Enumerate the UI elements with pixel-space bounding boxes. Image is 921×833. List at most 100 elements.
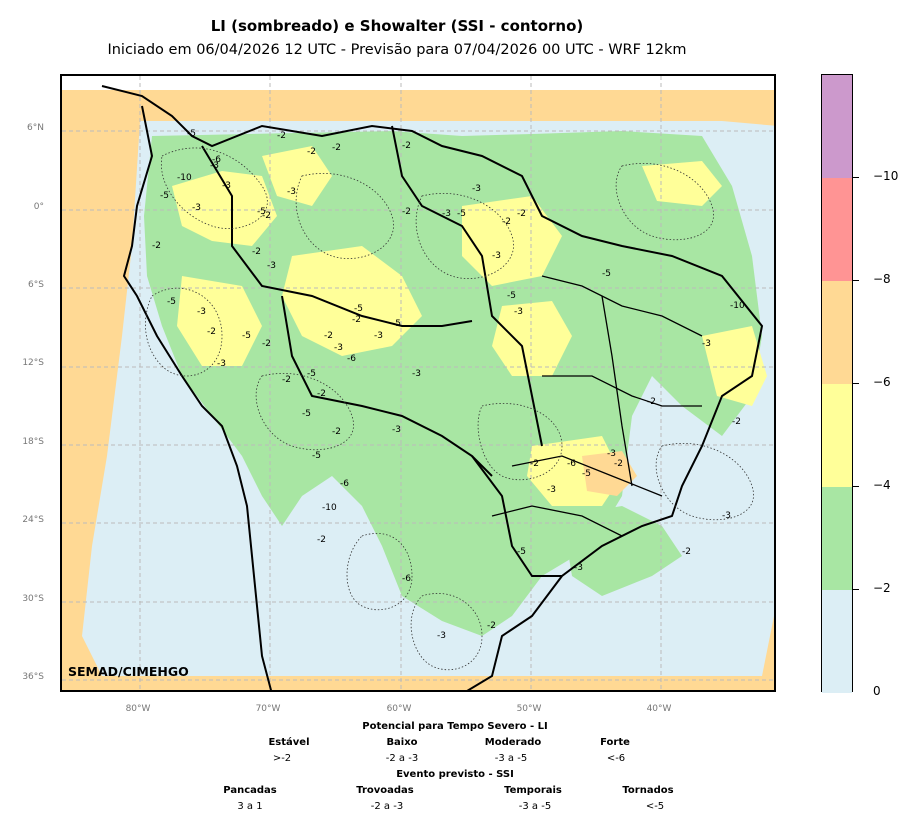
contour-label: -3 [574,563,583,573]
contour-label: -5 [160,191,169,201]
li-yellow-region-4 [177,276,262,366]
colorbar-label: −8 [873,272,891,286]
li-green-region-2 [562,506,682,596]
contour-label: -3 [392,425,401,435]
contour-label: -2 [530,459,539,469]
contour-label: -2 [614,459,623,469]
contour-label: -2 [502,217,511,227]
ssi-category-name: Tornados [622,785,674,796]
lon-label: 40°W [646,704,672,714]
contour-label: -6 [212,155,221,165]
colorbar-label: −6 [873,375,891,389]
li-category-range: <-6 [606,753,626,764]
contour-label: -3 [267,261,276,271]
contour-label: -5 [392,319,401,329]
contour-label: -3 [607,449,616,459]
colorbar-label: −2 [873,581,891,595]
ssi-legend-title: Evento previsto - SSI [396,769,514,780]
credit-label: SEMAD/CIMEHGO [68,664,189,679]
colorbar [821,74,853,693]
ssi-contours [145,147,754,671]
contour-label: -5 [307,369,316,379]
contour-label: -2 [732,417,741,427]
ssi-category-range: 3 a 1 [237,801,263,812]
contour-label: -3 [514,307,523,317]
contour-label: -5 [242,331,251,341]
contour-label: -2 [282,375,291,385]
contour-label: -2 [262,211,271,221]
contour-label: -2 [152,241,161,251]
lat-label: 0° [33,202,44,212]
contour-label: -3 [442,209,451,219]
lon-label: 50°W [516,704,542,714]
contour-label: -3 [210,161,219,171]
contour-label: -5 [167,297,176,307]
lat-label: 12°S [22,358,44,368]
contour-label: -2 [317,535,326,545]
contour-label: -3 [472,184,481,194]
contour-label: -5 [257,207,266,217]
li-category-name: Forte [600,737,630,748]
colorbar-segment [822,75,852,178]
contour-label: -2 [277,131,286,141]
contour-label: -5 [582,469,591,479]
contour-label: -2 [307,147,316,157]
ssi-category-name: Temporais [504,785,562,796]
colorbar-segment [822,384,852,487]
contour-label: -2 [262,339,271,349]
li-category-name: Estável [268,737,310,748]
contour-label: -5 [312,451,321,461]
ssi-category-name: Pancadas [223,785,277,796]
li-yellow-region-5 [462,196,562,286]
contour-label: -3 [412,369,421,379]
map-title: LI (sombreado) e Showalter (SSI - contor… [210,17,584,35]
li-yellow-region-3 [282,246,422,356]
contour-label: -10 [177,173,192,183]
li-yellow-region-6 [492,301,572,376]
map-panel[interactable]: -5 -2 -3 -10 -6 -2 -3 -5 -2 -3 -2 -2 -3 … [60,74,776,692]
contour-label: -3 [334,343,343,353]
contour-label: -2 [647,397,656,407]
contour-label: -5 [602,269,611,279]
contour-label: -2 [317,389,326,399]
contour-label: -5 [517,547,526,557]
ssi-category-range: -3 a -5 [518,801,552,812]
contour-label: -3 [722,511,731,521]
ssi-category-name: Trovoadas [356,785,414,796]
contour-label: -5 [302,409,311,419]
contour-label: -2 [517,209,526,219]
contour-label: -3 [547,485,556,495]
li-yellow-region-7 [642,161,722,206]
state-borders [491,275,703,537]
contour-label: -2 [402,207,411,217]
ssi-category-range: <-5 [645,801,665,812]
contour-label: -6 [567,459,576,469]
contour-label: -2 [252,247,261,257]
colorbar-label: −10 [873,169,899,183]
colorbar-tick [853,486,859,487]
colorbar-tick [853,177,859,178]
contour-label: -3 [287,187,296,197]
contour-label: -3 [702,339,711,349]
contour-label: -3 [217,359,226,369]
map-svg: -5 -2 -3 -10 -6 -2 -3 -5 -2 -3 -2 -2 -3 … [62,76,774,690]
contour-label: -2 [682,547,691,557]
li-category-range: >-2 [272,753,292,764]
colorbar-segment [822,178,852,281]
contour-label: -5 [354,304,363,314]
contour-label: -3 [437,631,446,641]
contour-label: -5 [187,129,196,139]
contour-label: -2 [402,141,411,151]
colorbar-tick [853,280,859,281]
lat-label: 30°S [22,594,44,604]
lon-label: 80°W [125,704,151,714]
contour-label: -2 [332,143,341,153]
ssi-category-range: -2 a -3 [370,801,404,812]
contour-label: -10 [322,503,337,513]
lon-label: 70°W [255,704,281,714]
colorbar-segment [822,590,852,693]
contour-label: -6 [402,574,411,584]
coastline [101,85,764,690]
graticule [62,76,774,690]
colorbar-label: 0 [873,684,881,698]
